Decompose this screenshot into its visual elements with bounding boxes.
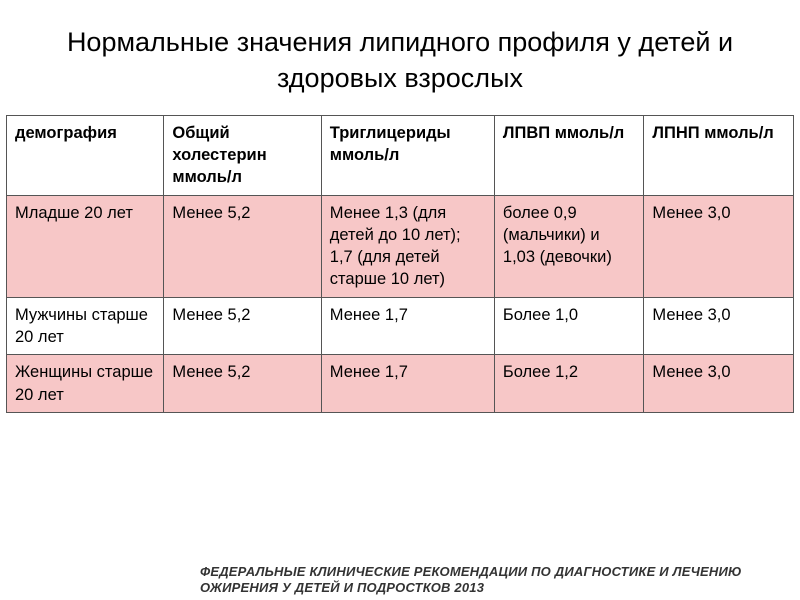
cell-triglycerides: Менее 1,7 [321, 297, 494, 355]
lipid-table: демография Общий холестерин ммоль/л Триг… [6, 115, 794, 413]
table-header-row: демография Общий холестерин ммоль/л Триг… [7, 115, 794, 195]
cell-total-cholesterol: Менее 5,2 [164, 195, 321, 297]
cell-demography: Мужчины старше 20 лет [7, 297, 164, 355]
cell-hdl: Более 1,2 [494, 355, 644, 413]
col-header-hdl: ЛПВП ммоль/л [494, 115, 644, 195]
table-row: Мужчины старше 20 лет Менее 5,2 Менее 1,… [7, 297, 794, 355]
col-header-total-cholesterol: Общий холестерин ммоль/л [164, 115, 321, 195]
cell-total-cholesterol: Менее 5,2 [164, 297, 321, 355]
cell-hdl: более 0,9 (мальчики) и 1,03 (девочки) [494, 195, 644, 297]
cell-total-cholesterol: Менее 5,2 [164, 355, 321, 413]
col-header-triglycerides: Триглицериды ммоль/л [321, 115, 494, 195]
cell-ldl: Менее 3,0 [644, 195, 794, 297]
table-container: демография Общий холестерин ммоль/л Триг… [0, 115, 800, 413]
footnote-line-2: ОЖИРЕНИЯ У ДЕТЕЙ И ПОДРОСТКОВ 2013 [200, 580, 760, 596]
page-title: Нормальные значения липидного профиля у … [0, 0, 800, 115]
cell-demography: Женщины старше 20 лет [7, 355, 164, 413]
cell-ldl: Менее 3,0 [644, 355, 794, 413]
col-header-demography: демография [7, 115, 164, 195]
source-footnote: ФЕДЕРАЛЬНЫЕ КЛИНИЧЕСКИЕ РЕКОМЕНДАЦИИ ПО … [200, 564, 760, 597]
table-row: Женщины старше 20 лет Менее 5,2 Менее 1,… [7, 355, 794, 413]
footnote-line-1: ФЕДЕРАЛЬНЫЕ КЛИНИЧЕСКИЕ РЕКОМЕНДАЦИИ ПО … [200, 564, 742, 579]
cell-demography: Младше 20 лет [7, 195, 164, 297]
cell-hdl: Более 1,0 [494, 297, 644, 355]
cell-triglycerides: Менее 1,7 [321, 355, 494, 413]
table-row: Младше 20 лет Менее 5,2 Менее 1,3 (для д… [7, 195, 794, 297]
col-header-ldl: ЛПНП ммоль/л [644, 115, 794, 195]
cell-triglycerides: Менее 1,3 (для детей до 10 лет); 1,7 (дл… [321, 195, 494, 297]
cell-ldl: Менее 3,0 [644, 297, 794, 355]
